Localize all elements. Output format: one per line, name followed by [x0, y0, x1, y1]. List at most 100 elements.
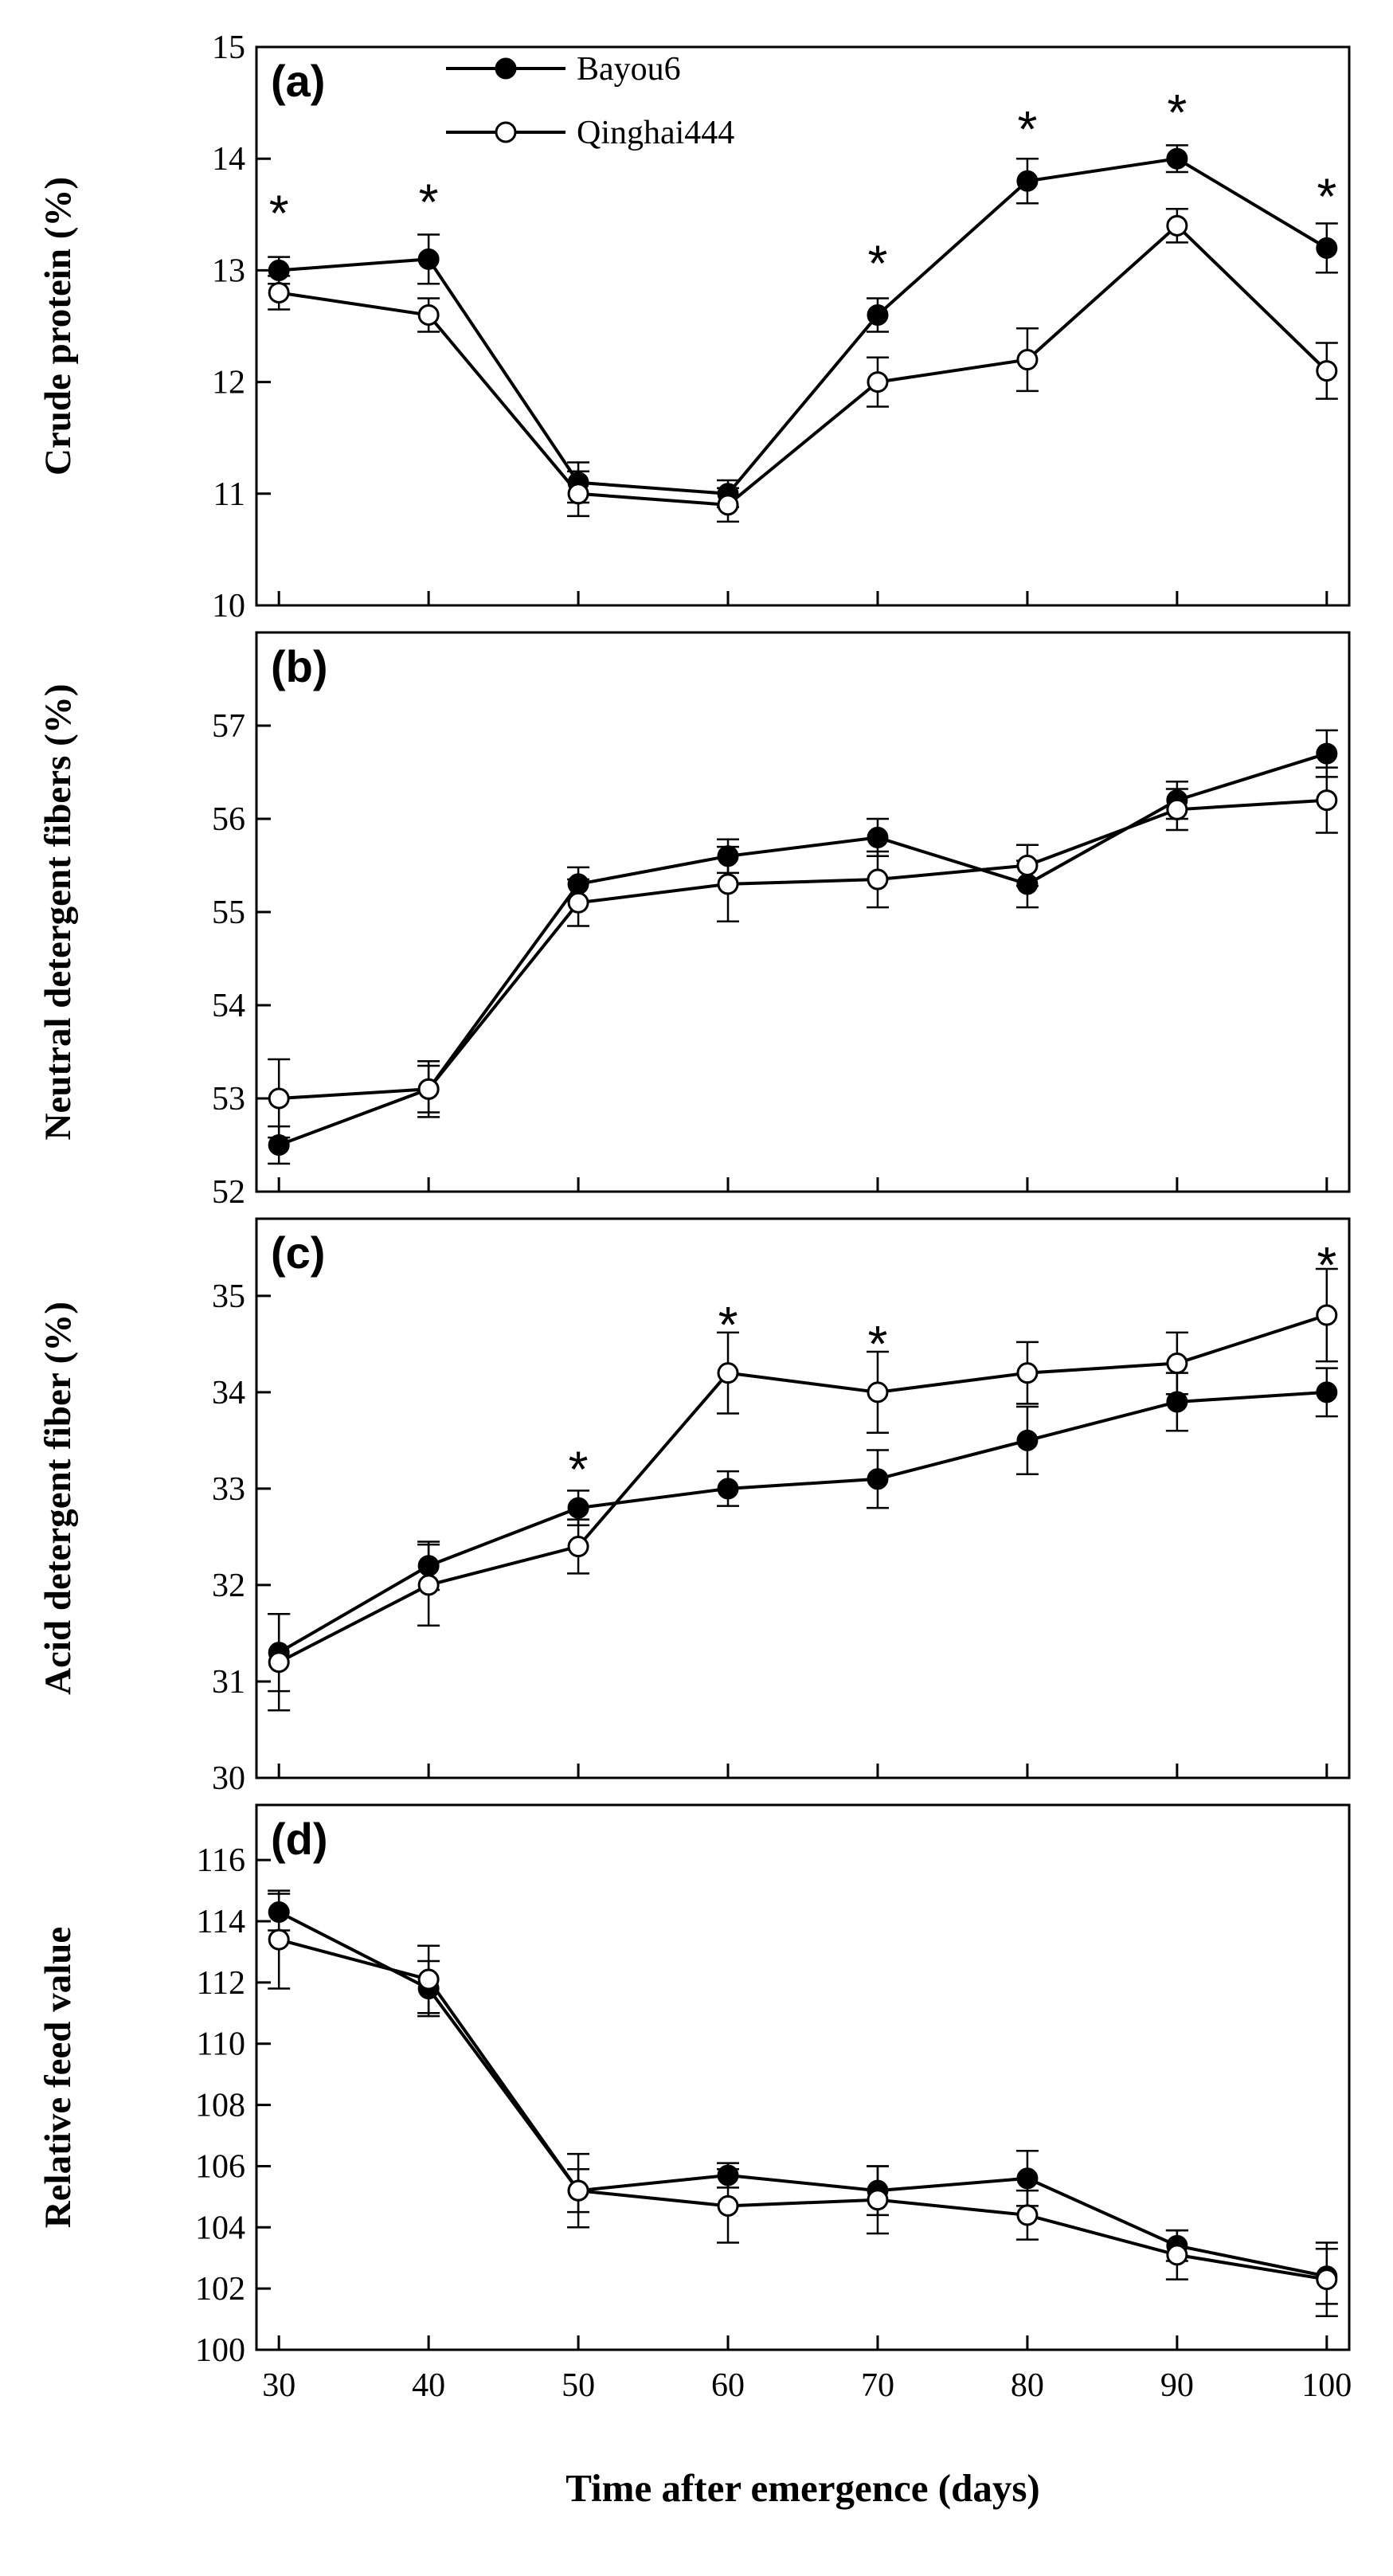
x-tick-label: 100	[1301, 2367, 1352, 2404]
filled-point-bayou6	[268, 259, 290, 281]
panel-c: 30 31 32 33 34 35 Acid detergent fiber (%) (c) *…	[37, 1217, 1351, 1797]
y-tick-label: 106	[195, 2148, 245, 2185]
filled-point-bayou6	[567, 1497, 589, 1519]
series-line-qinghai444	[278, 1313, 1328, 1664]
filled-point-bayou6	[867, 303, 889, 326]
open-point-qinghai444	[717, 2194, 739, 2217]
filled-point-bayou6	[417, 248, 440, 270]
series-line-bayou6	[279, 157, 1328, 495]
series-line-bayou6	[278, 752, 1328, 1147]
y-tick-label: 108	[195, 2088, 245, 2124]
y-tick-label: 102	[195, 2271, 245, 2308]
plot-frame	[255, 45, 1351, 607]
open-point-qinghai444	[1166, 214, 1188, 237]
y-tick-label: 54	[212, 988, 245, 1024]
y-tick-label: 55	[212, 895, 245, 931]
filled-point-bayou6	[1316, 742, 1338, 765]
y-tick-label: 34	[212, 1375, 245, 1411]
significance-asterisk: *	[1317, 167, 1336, 225]
x-tick-label: 30	[262, 2367, 295, 2404]
legend: Bayou6 Qinghai444	[446, 51, 734, 151]
filled-point-bayou6	[1016, 170, 1039, 192]
y-tick-label: 110	[197, 2026, 245, 2063]
significance-asterisk: *	[868, 234, 888, 292]
x-tick-label: 80	[1011, 2367, 1044, 2404]
filled-point-bayou6	[867, 826, 889, 848]
y-axis-label: Relative feed value	[37, 1927, 79, 2229]
series-line-bayou6	[278, 1390, 1327, 1654]
filled-point-bayou6	[1016, 2167, 1039, 2190]
open-point-qinghai444	[417, 1078, 440, 1100]
filled-point-bayou6	[717, 2164, 739, 2186]
open-point-qinghai444	[1166, 1353, 1188, 1375]
open-point-qinghai444	[1016, 349, 1039, 371]
y-tick-label: 114	[197, 1904, 245, 1940]
y-tick-label: 31	[212, 1664, 245, 1701]
open-point-qinghai444	[867, 1381, 889, 1403]
panel-label: (d)	[271, 1814, 328, 1864]
x-tick-label: 50	[562, 2367, 595, 2404]
filled-point-bayou6	[1316, 1381, 1338, 1403]
open-point-qinghai444	[417, 1574, 440, 1596]
open-point-qinghai444	[567, 891, 589, 914]
open-point-qinghai444	[717, 494, 739, 516]
x-tick-label: 60	[711, 2367, 745, 2404]
filled-point-bayou6	[717, 1478, 739, 1500]
y-tick-label: 12	[212, 365, 245, 401]
filled-point-bayou6	[1016, 873, 1039, 895]
panel-label: (b)	[271, 641, 328, 691]
significance-asterisk: *	[569, 1441, 589, 1498]
chart-panels: 10 11 12 13 14 15 Crude protein (%) (a) * * * * * * 52…	[37, 29, 1352, 2404]
filled-point-bayou6	[717, 845, 739, 867]
y-tick-label: 32	[212, 1568, 245, 1604]
open-point-qinghai444	[867, 868, 889, 891]
filled-point-bayou6	[1166, 147, 1188, 170]
open-point-qinghai444	[1316, 2269, 1338, 2291]
legend-label: Qinghai444	[577, 115, 734, 151]
y-tick-label: 104	[195, 2210, 245, 2246]
y-tick-label: 10	[212, 588, 245, 624]
open-point-qinghai444	[1316, 1304, 1338, 1326]
open-point-qinghai444	[268, 1651, 290, 1674]
series-line-qinghai444	[278, 223, 1328, 507]
open-point-qinghai444	[1166, 2244, 1188, 2266]
panel-label: (c)	[271, 1227, 325, 1278]
x-tick-label: 40	[412, 2367, 445, 2404]
filled-point-bayou6	[417, 1555, 440, 1577]
y-axis-label: Acid detergent fiber (%)	[37, 1302, 79, 1695]
series-line-qinghai444	[278, 1938, 1328, 2281]
y-tick-label: 112	[197, 1965, 245, 2002]
plot-frame	[255, 1803, 1351, 2351]
x-tick-label: 90	[1160, 2367, 1194, 2404]
y-tick-label: 53	[212, 1081, 245, 1118]
open-point-qinghai444	[717, 1362, 739, 1384]
open-point-qinghai444	[1016, 1362, 1039, 1384]
significance-asterisk: *	[718, 1296, 738, 1353]
panel-b: 52 53 54 55 56 57 Neutral detergent fibers (%)…	[37, 631, 1351, 1211]
y-tick-label: 14	[212, 141, 245, 178]
y-tick-label: 57	[212, 708, 245, 745]
significance-asterisk: *	[1017, 100, 1037, 158]
open-point-qinghai444	[417, 1968, 440, 1991]
significance-asterisk: *	[1317, 1236, 1336, 1294]
x-tick-label: 70	[861, 2367, 894, 2404]
open-point-qinghai444	[268, 281, 290, 303]
significance-asterisk: *	[419, 173, 439, 230]
open-point-qinghai444	[867, 371, 889, 393]
open-point-qinghai444	[1016, 2204, 1039, 2226]
y-tick-label: 116	[197, 1842, 245, 1879]
filled-point-bayou6	[268, 1134, 290, 1156]
open-point-qinghai444	[867, 2189, 889, 2211]
panel-a: 10 11 12 13 14 15 Crude protein (%) (a) * * * * * *	[37, 29, 1351, 624]
y-tick-label: 35	[212, 1278, 245, 1315]
y-tick-label: 52	[212, 1174, 245, 1211]
significance-asterisk: *	[269, 184, 289, 241]
filled-point-bayou6	[1016, 1429, 1039, 1451]
open-point-qinghai444	[1316, 360, 1338, 382]
filled-point-bayou6	[268, 1901, 290, 1923]
significance-asterisk: *	[1167, 84, 1187, 141]
x-axis-label: Time after emergence (days)	[565, 2466, 1040, 2510]
open-point-qinghai444	[567, 1536, 589, 1558]
plot-frame	[255, 631, 1351, 1193]
